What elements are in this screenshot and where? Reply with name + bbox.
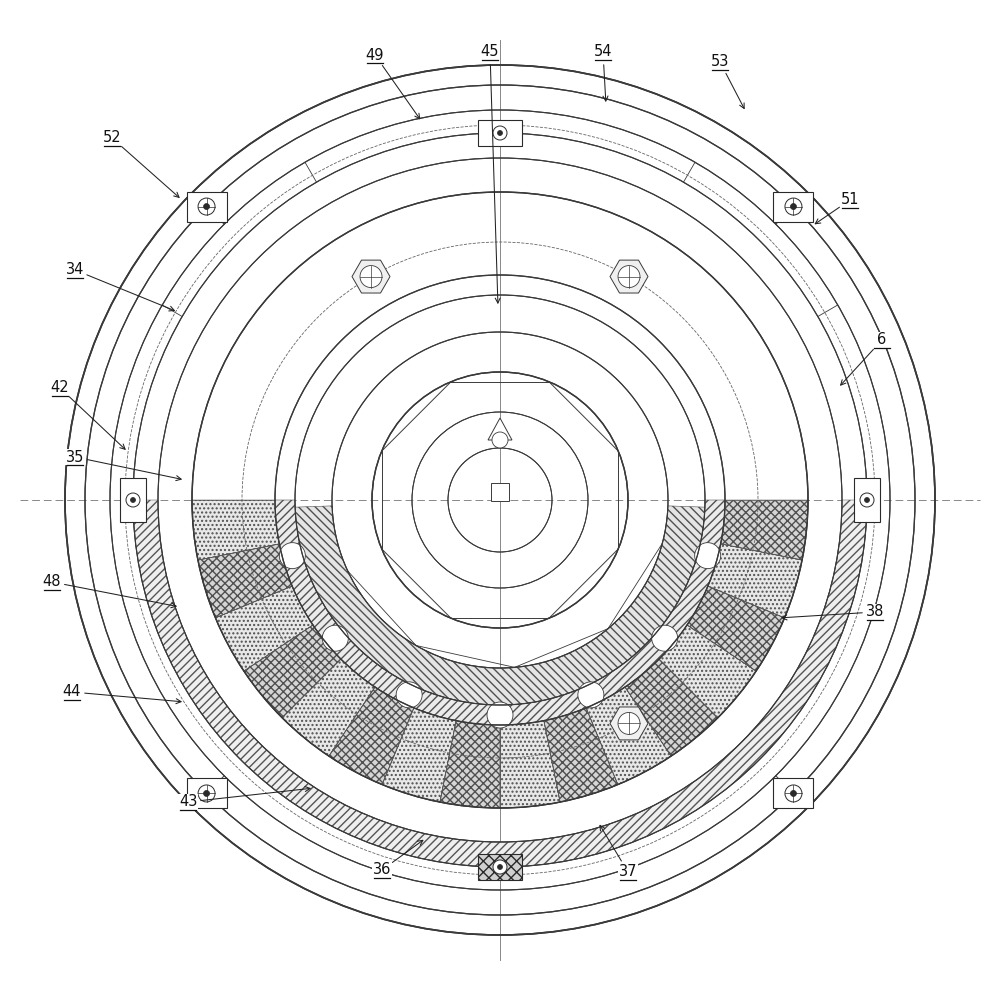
Circle shape <box>498 130 503 135</box>
Circle shape <box>126 493 140 507</box>
Bar <box>478 120 522 146</box>
Bar <box>120 478 146 522</box>
Polygon shape <box>440 721 500 808</box>
Circle shape <box>618 712 640 734</box>
Bar <box>773 192 813 222</box>
Polygon shape <box>721 500 808 560</box>
Text: 48: 48 <box>43 574 61 589</box>
Circle shape <box>790 790 796 796</box>
Circle shape <box>279 543 305 569</box>
Bar <box>478 854 522 880</box>
Circle shape <box>493 126 507 140</box>
Text: 43: 43 <box>179 794 197 810</box>
Circle shape <box>695 543 721 569</box>
Bar <box>187 192 227 222</box>
Circle shape <box>492 432 508 448</box>
Polygon shape <box>282 659 375 756</box>
Text: 49: 49 <box>366 47 384 62</box>
Circle shape <box>785 785 802 802</box>
Text: 45: 45 <box>481 44 499 60</box>
Text: 35: 35 <box>66 450 84 464</box>
Circle shape <box>790 204 796 210</box>
Text: 44: 44 <box>63 684 81 700</box>
Polygon shape <box>586 687 671 785</box>
Circle shape <box>198 785 215 802</box>
Circle shape <box>785 198 802 215</box>
Polygon shape <box>215 586 313 671</box>
Polygon shape <box>625 659 718 756</box>
Circle shape <box>204 790 210 796</box>
Polygon shape <box>244 625 341 718</box>
Text: 37: 37 <box>619 864 637 880</box>
Circle shape <box>396 682 422 708</box>
Bar <box>854 478 880 522</box>
Circle shape <box>322 625 348 651</box>
Polygon shape <box>133 500 867 867</box>
Polygon shape <box>687 586 785 671</box>
Circle shape <box>618 266 640 288</box>
Text: 36: 36 <box>373 862 391 878</box>
Polygon shape <box>198 544 292 618</box>
Text: 52: 52 <box>103 130 121 145</box>
Polygon shape <box>329 687 414 785</box>
Circle shape <box>497 864 502 869</box>
Polygon shape <box>610 707 648 740</box>
Circle shape <box>130 497 136 502</box>
Polygon shape <box>708 544 802 618</box>
Text: 34: 34 <box>66 262 84 277</box>
Text: 53: 53 <box>711 54 729 70</box>
Polygon shape <box>295 506 705 705</box>
Circle shape <box>864 497 870 502</box>
Circle shape <box>198 198 215 215</box>
Polygon shape <box>610 260 648 293</box>
Text: 54: 54 <box>594 44 612 60</box>
Bar <box>773 778 813 808</box>
Polygon shape <box>544 708 618 802</box>
Bar <box>187 778 227 808</box>
Circle shape <box>578 682 604 708</box>
Text: 51: 51 <box>841 192 859 208</box>
Text: 42: 42 <box>51 380 69 395</box>
Polygon shape <box>382 708 456 802</box>
Bar <box>491 483 509 501</box>
Circle shape <box>487 702 513 728</box>
Polygon shape <box>659 625 756 718</box>
Polygon shape <box>352 260 390 293</box>
Circle shape <box>860 493 874 507</box>
Text: 6: 6 <box>877 332 887 348</box>
Polygon shape <box>500 721 560 808</box>
Polygon shape <box>192 500 279 560</box>
Circle shape <box>360 266 382 288</box>
Polygon shape <box>488 418 512 440</box>
Circle shape <box>652 625 678 651</box>
Circle shape <box>204 204 210 210</box>
Polygon shape <box>275 500 725 725</box>
Circle shape <box>493 860 507 874</box>
Text: 38: 38 <box>866 604 884 619</box>
